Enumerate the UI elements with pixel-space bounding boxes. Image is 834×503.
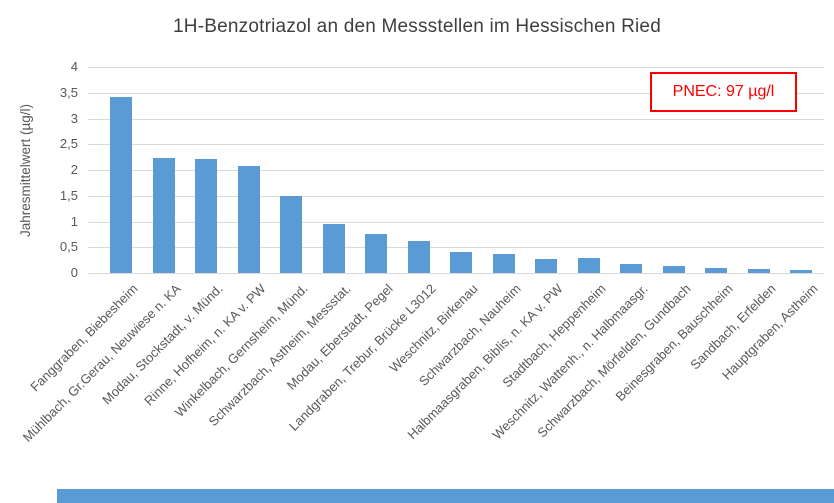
x-category-label: Halbmaasgraben, Biblis, n. KA v. PW — [404, 281, 566, 443]
bar — [662, 265, 685, 273]
gridline — [88, 247, 824, 249]
x-category-label: Weschnitz, Wattenh., n. Halbmaasgr. — [489, 281, 651, 443]
bar — [365, 234, 387, 273]
gridline — [88, 170, 824, 171]
gridline — [88, 118, 824, 120]
pnec-annotation-box: PNEC: 97 µg/l — [650, 72, 797, 112]
y-tick-label: 1,5 — [59, 187, 78, 203]
bar — [450, 251, 472, 273]
y-tick-label: 2 — [70, 162, 78, 177]
bottom-blue-strip — [57, 489, 834, 503]
bar — [492, 253, 515, 273]
bar — [237, 166, 260, 273]
gridline — [88, 92, 824, 94]
bar — [705, 267, 727, 273]
x-category-label: Mühlbach, Gr.Gerau, Neuwiese n. KA — [19, 281, 184, 445]
gridline — [88, 273, 824, 274]
y-tick-label: 4 — [70, 59, 78, 74]
y-tick-label: 0,5 — [59, 239, 78, 255]
plot-area — [88, 67, 824, 274]
bar — [152, 157, 175, 273]
gridline — [88, 221, 824, 223]
bar — [577, 257, 600, 273]
gridline — [88, 67, 824, 68]
gridline — [88, 144, 824, 146]
y-tick-label: 3,5 — [59, 84, 78, 100]
bar — [407, 241, 430, 273]
bar — [195, 158, 217, 273]
bar — [280, 196, 302, 273]
y-tick-label: 1 — [70, 213, 78, 229]
pnec-annotation-text: PNEC: 97 µg/l — [672, 83, 775, 100]
chart-title: 1H-Benzotriazol an den Messstellen im He… — [173, 16, 661, 37]
y-tick-label: 2,5 — [59, 136, 78, 152]
y-tick-label: 0 — [70, 265, 78, 280]
bar — [747, 268, 770, 273]
x-category-label: Schwarzbach, Mörfelden, Gundbach — [533, 281, 694, 441]
bar — [322, 224, 345, 273]
bar — [620, 264, 642, 273]
bar — [110, 96, 132, 273]
bar — [790, 270, 812, 273]
bar — [535, 258, 557, 273]
gridline — [88, 195, 824, 197]
y-tick-label: 3 — [70, 110, 78, 126]
